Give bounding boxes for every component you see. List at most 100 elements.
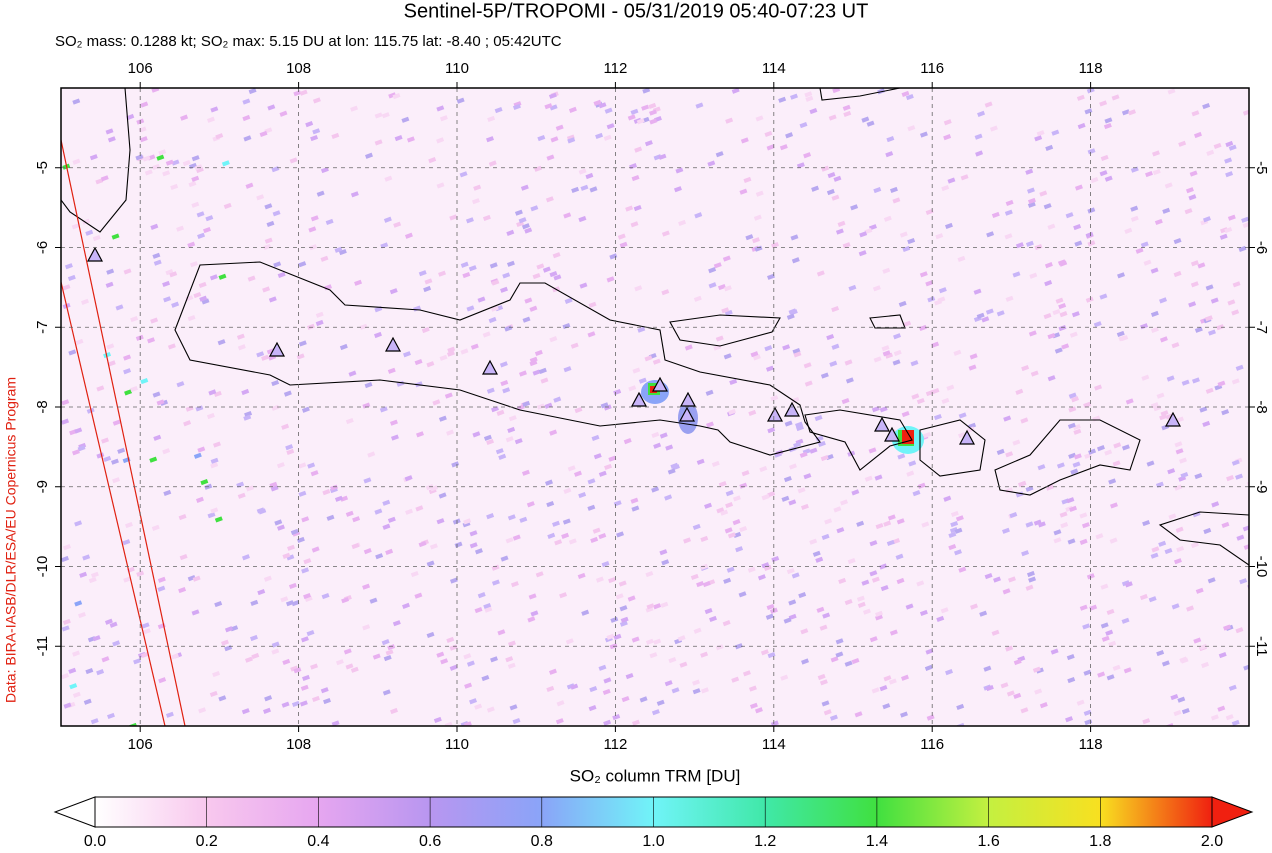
noise-pixel [201,298,210,305]
noise-pixel [269,481,278,488]
noise-pixel [486,513,495,520]
noise-pixel [1113,442,1122,449]
noise-pixel [1005,295,1014,302]
noise-pixel [1188,301,1197,308]
credit: Data: BIRA-IASB/DLR/ESA/EU Copernicus Pr… [3,377,19,703]
noise-pixel [821,533,830,541]
noise-pixel [731,676,740,683]
noise-pixel [79,571,88,578]
noise-pixel [140,377,149,385]
noise-pixel [957,255,966,263]
noise-pixel [514,438,523,445]
noise-pixel [176,225,185,232]
noise-pixel [381,112,390,119]
noise-pixel [1013,658,1022,666]
noise-pixel [767,491,776,498]
y-tick-label: -9 [34,480,51,493]
noise-pixel [943,495,952,502]
noise-pixel [1166,375,1175,382]
noise-pixel [993,576,1001,583]
noise-pixel [1027,197,1036,204]
noise-pixel [71,223,80,230]
noise-pixel [616,531,625,538]
noise-pixel [574,406,583,414]
noise-pixel [111,458,119,465]
noise-pixel [301,406,310,413]
noise-pixel [101,437,109,444]
noise-pixel [1243,543,1249,550]
noise-pixel [310,470,319,477]
noise-pixel [474,703,483,710]
noise-pixel [1191,110,1200,117]
y-tick-label: -7 [34,321,51,334]
noise-pixel [591,434,600,441]
noise-pixel [236,333,245,340]
noise-pixel [210,507,219,514]
noise-pixel [418,541,427,548]
noise-pixel [111,233,120,240]
noise-pixel [1047,375,1056,382]
noise-pixel [82,218,91,225]
noise-pixel [587,478,596,485]
noise-pixel [796,162,805,169]
noise-pixel [389,288,398,295]
noise-pixel [815,435,824,442]
noise-pixel [716,507,725,514]
noise-pixel [1178,140,1187,147]
noise-pixel [1224,157,1233,164]
noise-pixel [1070,468,1079,475]
noise-pixel [678,219,687,227]
noise-pixel [1167,88,1176,95]
noise-pixel [502,272,511,279]
noise-pixel [1089,604,1098,611]
noise-pixel [1026,570,1035,578]
noise-pixel [1060,522,1069,529]
noise-pixel [738,591,747,598]
noise-pixel [291,700,300,708]
noise-pixel [1002,527,1010,534]
noise-pixel [401,116,410,123]
noise-pixel [139,136,148,143]
noise-pixel [742,670,751,677]
noise-pixel [1195,587,1204,594]
noise-pixel [804,91,813,98]
noise-pixel [566,134,575,141]
noise-pixel [1164,547,1173,555]
noise-pixel [580,184,589,191]
noise-pixel [212,671,221,678]
noise-pixel [907,238,916,245]
noise-pixel [546,685,555,693]
noise-pixel [74,520,83,527]
noise-pixel [350,105,359,112]
noise-pixel [684,344,693,351]
noise-pixel [281,701,290,708]
noise-pixel [140,101,149,108]
noise-pixel [783,617,792,624]
noise-pixel [491,279,500,286]
noise-pixel [790,93,798,100]
noise-pixel [242,114,251,122]
noise-pixel [1021,364,1030,372]
noise-pixel [1029,272,1038,279]
noise-pixel [439,115,448,122]
noise-pixel [1180,471,1189,479]
noise-pixel [879,563,888,570]
noise-pixel [1076,699,1085,706]
noise-pixel [436,651,445,658]
noise-pixel [905,603,914,610]
noise-pixel [739,525,748,533]
ticks: 106 106 108 108 110 110 112 112 114 114 116 116 118 1… [34,60,1270,753]
noise-pixel [954,549,962,556]
noise-pixel [1176,545,1185,553]
noise-pixel [595,132,604,140]
noise-pixel [644,140,653,147]
noise-pixel [664,680,673,687]
noise-pixel [1000,682,1009,689]
noise-pixel [803,152,812,159]
noise-pixel [187,575,196,582]
noise-pixel [1026,187,1035,194]
noise-pixel [1165,723,1174,726]
noise-pixel [290,665,299,672]
noise-pixel [1248,719,1249,726]
noise-pixel [996,310,1005,317]
